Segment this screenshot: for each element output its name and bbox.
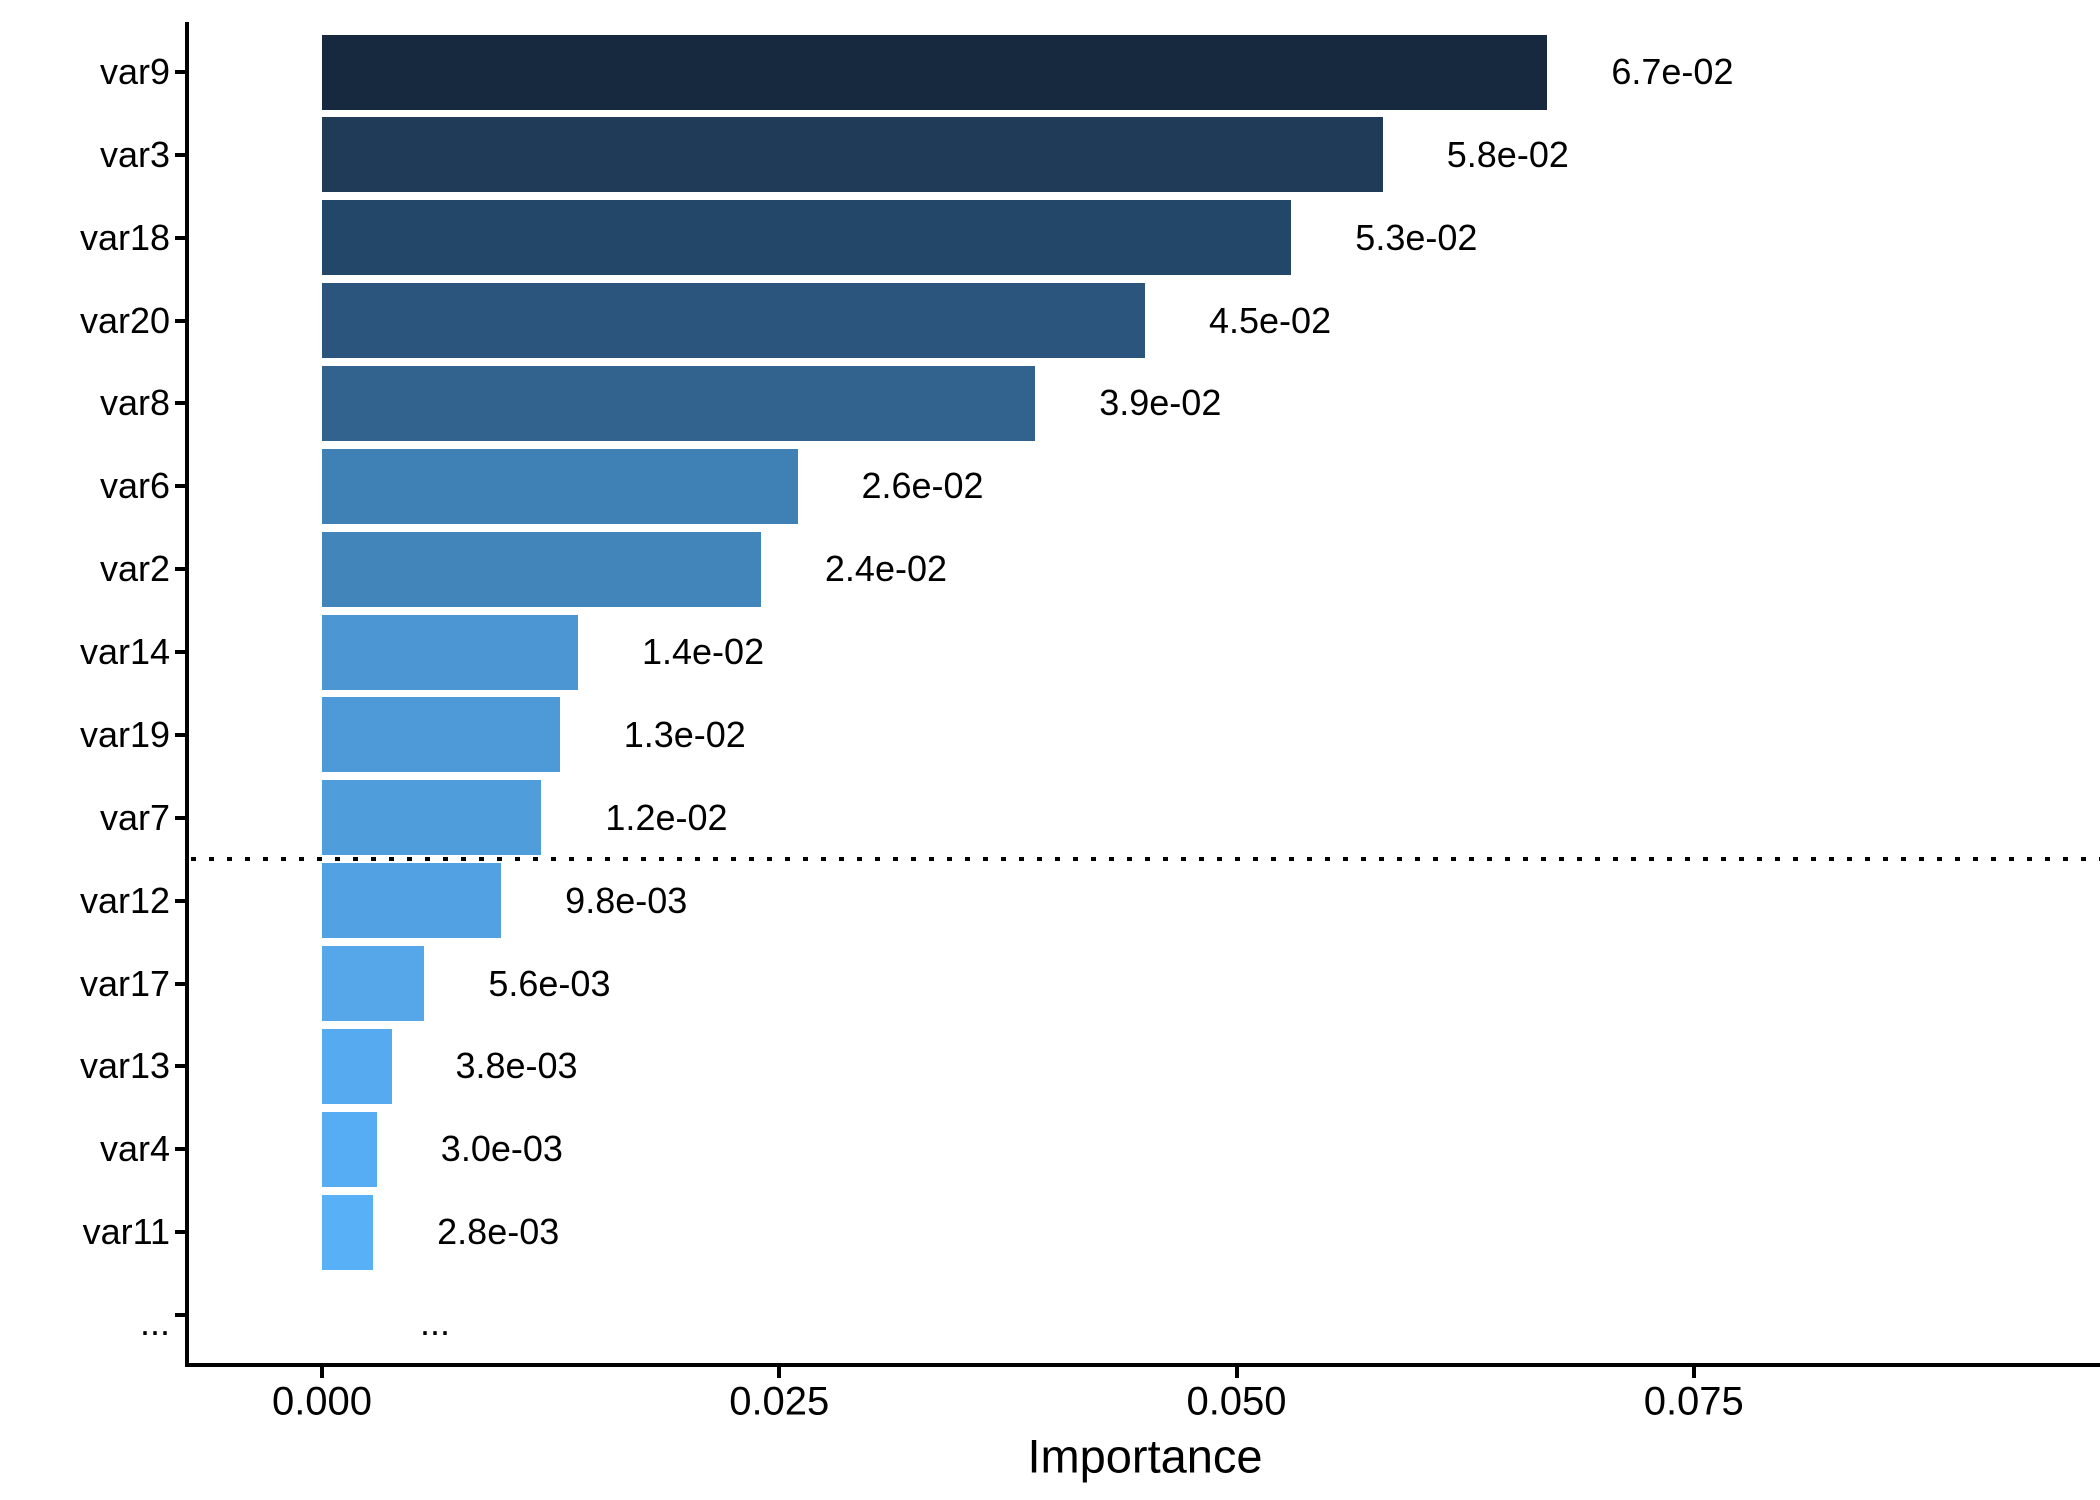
bar-value-label-var6: 2.6e-02 bbox=[861, 465, 984, 507]
bar-value-label-var12: 9.8e-03 bbox=[565, 879, 688, 921]
y-axis-tick bbox=[175, 815, 185, 820]
bar-var12 bbox=[322, 863, 502, 939]
y-axis-label-var19: var19 bbox=[79, 714, 170, 756]
bar-value-label-ellipsis: ... bbox=[419, 1302, 451, 1344]
y-axis-label-ellipsis: ... bbox=[139, 1302, 170, 1344]
y-axis-label-var14: var14 bbox=[79, 631, 170, 673]
x-axis-tick bbox=[1234, 1367, 1239, 1378]
y-axis-label-var6: var6 bbox=[99, 465, 170, 507]
bar-value-label-var7: 1.2e-02 bbox=[605, 796, 728, 838]
y-axis-tick bbox=[175, 567, 185, 572]
bar-value-label-var2: 2.4e-02 bbox=[824, 548, 948, 590]
y-axis-tick bbox=[175, 898, 185, 903]
y-axis-tick bbox=[175, 650, 185, 655]
x-axis-tick-label: 0.075 bbox=[1643, 1379, 1744, 1424]
bar-var6 bbox=[322, 448, 798, 524]
bar-value-label-var20: 4.5e-02 bbox=[1208, 299, 1332, 341]
x-axis-tick-label: 0.050 bbox=[1186, 1379, 1287, 1424]
x-axis-tick bbox=[777, 1367, 782, 1378]
y-axis-label-var3: var3 bbox=[99, 134, 170, 176]
bar-var7 bbox=[322, 780, 542, 856]
y-axis-tick bbox=[175, 152, 185, 157]
bar-value-label-var13: 3.8e-03 bbox=[455, 1045, 578, 1087]
bar-var11 bbox=[322, 1194, 374, 1270]
bar-var18 bbox=[322, 200, 1292, 276]
bar-var13 bbox=[322, 1028, 392, 1104]
y-axis-tick bbox=[175, 981, 185, 986]
y-axis-label-var4: var4 bbox=[99, 1128, 170, 1170]
y-axis-tick bbox=[175, 401, 185, 406]
y-axis-tick bbox=[175, 318, 185, 323]
bar-var3 bbox=[322, 117, 1383, 193]
bar-var8 bbox=[322, 365, 1036, 441]
y-axis-label-var2: var2 bbox=[99, 548, 170, 590]
y-axis-label-var12: var12 bbox=[79, 879, 170, 921]
y-axis-tick bbox=[175, 1064, 185, 1069]
bar-value-label-var11: 2.8e-03 bbox=[437, 1211, 560, 1253]
x-axis-tick-label: 0.000 bbox=[271, 1379, 373, 1424]
y-axis-tick bbox=[175, 70, 185, 74]
x-axis-tick-label: 0.025 bbox=[729, 1379, 830, 1424]
y-axis-label-var17: var17 bbox=[79, 962, 170, 1004]
bar-value-label-var9: 6.7e-02 bbox=[1611, 51, 1734, 92]
threshold-dotted-line bbox=[191, 857, 2100, 861]
bar-value-label-var19: 1.3e-02 bbox=[623, 713, 746, 755]
bar-var20 bbox=[322, 283, 1146, 359]
y-axis-tick bbox=[175, 1147, 185, 1152]
x-axis-tick bbox=[1691, 1367, 1696, 1378]
y-axis-tick bbox=[175, 732, 185, 737]
y-axis-line bbox=[185, 22, 189, 1367]
x-axis-title: Importance bbox=[1027, 1429, 1263, 1483]
bar-var14 bbox=[322, 614, 579, 690]
y-axis-tick bbox=[175, 235, 185, 240]
y-axis-label-var7: var7 bbox=[99, 797, 170, 839]
x-axis-line bbox=[185, 1363, 2100, 1367]
bar-value-label-var8: 3.9e-02 bbox=[1099, 382, 1222, 424]
y-axis-label-var9: var9 bbox=[99, 51, 170, 93]
y-axis-label-var20: var20 bbox=[79, 299, 170, 341]
bar-var17 bbox=[322, 946, 425, 1022]
x-axis-tick bbox=[320, 1367, 324, 1378]
bar-value-label-var3: 5.8e-02 bbox=[1446, 133, 1569, 175]
y-axis-label-var13: var13 bbox=[79, 1045, 170, 1087]
y-axis-label-var18: var18 bbox=[79, 216, 170, 258]
bar-value-label-var17: 5.6e-03 bbox=[488, 962, 611, 1004]
y-axis-tick bbox=[175, 484, 185, 489]
bar-var9 bbox=[322, 34, 1548, 110]
bar-var2 bbox=[322, 531, 761, 607]
bar-value-label-var4: 3.0e-03 bbox=[440, 1128, 563, 1170]
y-axis-label-var8: var8 bbox=[99, 382, 170, 424]
y-axis-label-var11: var11 bbox=[82, 1211, 170, 1253]
y-axis-tick bbox=[175, 1313, 185, 1318]
y-axis-tick bbox=[175, 1230, 185, 1235]
bar-var19 bbox=[322, 697, 560, 773]
bar-var4 bbox=[322, 1111, 377, 1187]
bar-value-label-var18: 5.3e-02 bbox=[1355, 216, 1478, 258]
bar-value-label-var14: 1.4e-02 bbox=[641, 631, 765, 673]
